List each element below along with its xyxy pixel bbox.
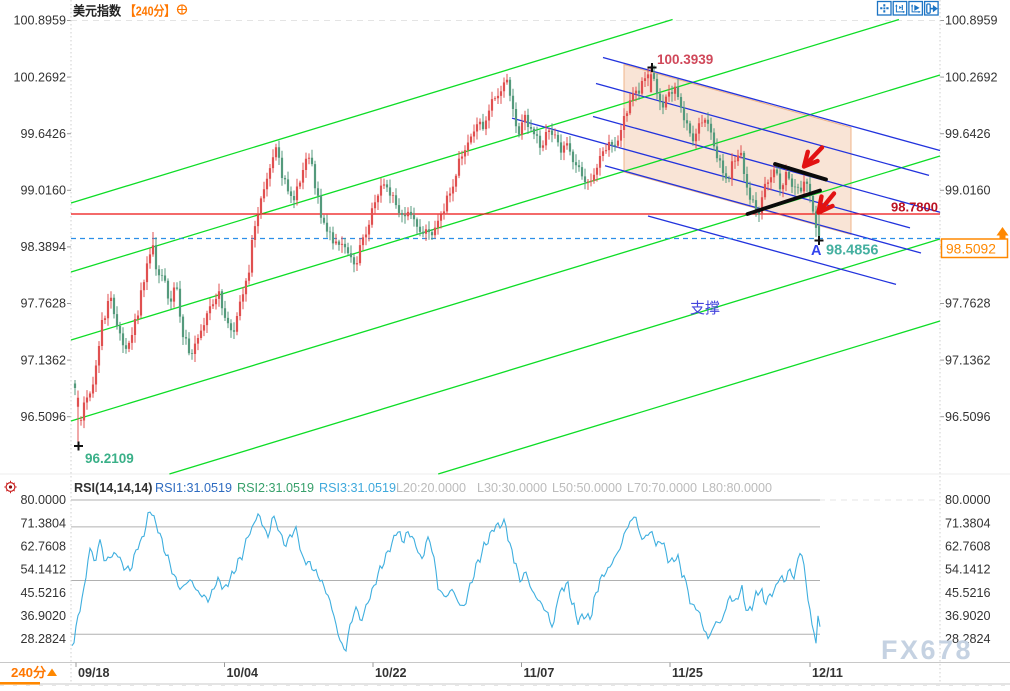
svg-text:28.2824: 28.2824 <box>20 632 66 646</box>
svg-text:98.4856: 98.4856 <box>826 243 878 259</box>
svg-text:36.9020: 36.9020 <box>945 609 991 623</box>
svg-text:10/22: 10/22 <box>375 666 407 680</box>
svg-text:RSI2:31.0519: RSI2:31.0519 <box>237 481 314 495</box>
svg-text:28.2824: 28.2824 <box>945 632 991 646</box>
svg-text:L30:30.0000: L30:30.0000 <box>477 481 547 495</box>
svg-text:240分: 240分 <box>11 665 47 680</box>
svg-text:97.7628: 97.7628 <box>945 297 991 311</box>
svg-text:98.3894: 98.3894 <box>20 240 66 254</box>
svg-text:99.0160: 99.0160 <box>945 184 991 198</box>
svg-text:99.6426: 99.6426 <box>945 127 991 141</box>
svg-text:L80:80.0000: L80:80.0000 <box>702 481 772 495</box>
svg-text:RSI1:31.0519: RSI1:31.0519 <box>155 481 232 495</box>
svg-text:L70:70.0000: L70:70.0000 <box>627 481 697 495</box>
svg-text:80.0000: 80.0000 <box>945 493 991 507</box>
svg-text:FX678: FX678 <box>881 635 973 665</box>
svg-text:美元指数: 美元指数 <box>73 4 122 19</box>
svg-text:97.1362: 97.1362 <box>20 353 66 367</box>
svg-text:62.7608: 62.7608 <box>20 540 66 554</box>
svg-text:36.9020: 36.9020 <box>20 609 66 623</box>
svg-text:11/07: 11/07 <box>524 666 555 680</box>
svg-text:A: A <box>811 243 822 259</box>
svg-text:96.5096: 96.5096 <box>945 410 991 424</box>
svg-text:【240分】: 【240分】 <box>125 4 175 19</box>
svg-text:100.8959: 100.8959 <box>13 14 66 28</box>
svg-text:100.8959: 100.8959 <box>945 14 998 28</box>
svg-text:12/11: 12/11 <box>812 666 843 680</box>
svg-text:71.3804: 71.3804 <box>20 516 66 530</box>
svg-text:11/25: 11/25 <box>672 666 703 680</box>
svg-text:RSI3:31.0519: RSI3:31.0519 <box>319 481 396 495</box>
svg-text:支撑: 支撑 <box>690 300 720 317</box>
svg-text:99.0160: 99.0160 <box>20 184 66 198</box>
svg-text:45.5216: 45.5216 <box>945 586 991 600</box>
svg-text:97.7628: 97.7628 <box>20 297 66 311</box>
svg-text:54.1412: 54.1412 <box>20 563 66 577</box>
svg-text:100.2692: 100.2692 <box>945 70 998 84</box>
svg-text:09/18: 09/18 <box>78 666 110 680</box>
svg-text:10/04: 10/04 <box>227 666 259 680</box>
svg-text:RSI(14,14,14): RSI(14,14,14) <box>74 481 152 495</box>
svg-text:45.5216: 45.5216 <box>20 586 66 600</box>
svg-text:97.1362: 97.1362 <box>945 353 991 367</box>
svg-text:100.2692: 100.2692 <box>13 70 66 84</box>
svg-text:71.3804: 71.3804 <box>945 516 991 530</box>
svg-text:L50:50.0000: L50:50.0000 <box>552 481 622 495</box>
svg-text:L20:20.0000: L20:20.0000 <box>396 481 466 495</box>
svg-text:80.0000: 80.0000 <box>20 493 66 507</box>
svg-text:100.3939: 100.3939 <box>657 52 713 67</box>
svg-text:98.5092: 98.5092 <box>946 242 996 257</box>
svg-text:62.7608: 62.7608 <box>945 540 991 554</box>
svg-text:99.6426: 99.6426 <box>20 127 66 141</box>
svg-text:54.1412: 54.1412 <box>945 563 991 577</box>
svg-text:96.5096: 96.5096 <box>20 410 66 424</box>
svg-text:98.7800: 98.7800 <box>891 200 938 215</box>
svg-text:96.2109: 96.2109 <box>85 451 134 466</box>
